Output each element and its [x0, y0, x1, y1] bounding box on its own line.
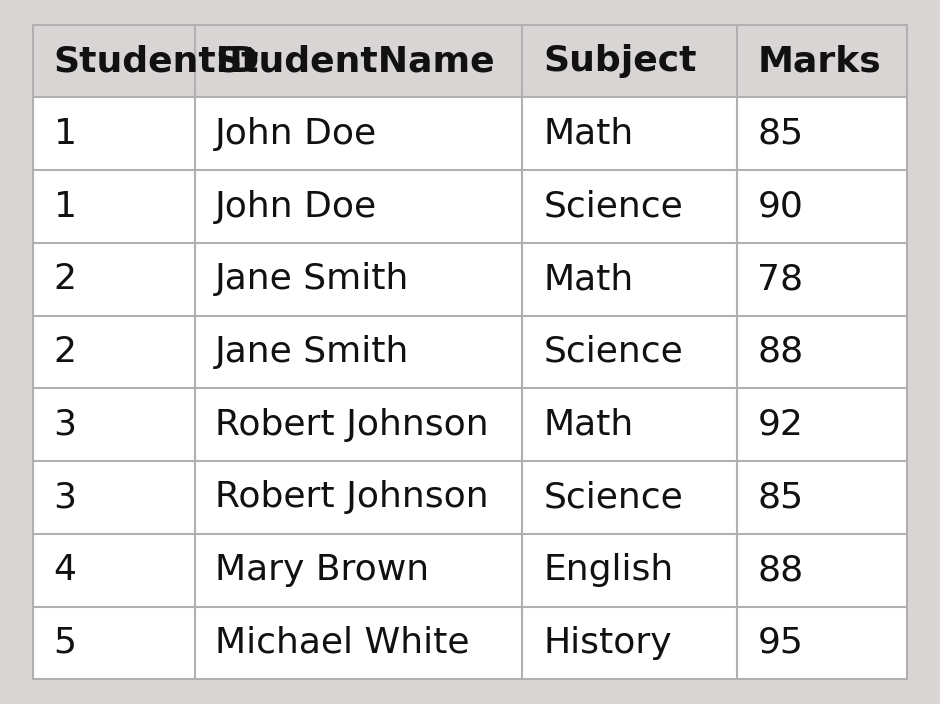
Text: Jane Smith: Jane Smith	[215, 263, 410, 296]
Bar	[523, 170, 737, 243]
Text: Michael White: Michael White	[215, 626, 470, 660]
Bar	[523, 534, 737, 607]
Bar	[737, 389, 907, 461]
Text: Math: Math	[543, 117, 634, 151]
Text: StudentID: StudentID	[54, 44, 259, 78]
Text: Mary Brown: Mary Brown	[215, 553, 430, 587]
Bar	[737, 243, 907, 315]
Bar	[195, 607, 523, 679]
Bar	[33, 97, 195, 170]
Bar	[195, 315, 523, 389]
Text: Subject: Subject	[543, 44, 697, 78]
Text: 3: 3	[54, 481, 76, 515]
Bar	[737, 315, 907, 389]
Bar	[523, 461, 737, 534]
Text: 2: 2	[54, 263, 76, 296]
Text: Marks: Marks	[758, 44, 881, 78]
Text: StudentName: StudentName	[215, 44, 495, 78]
Text: Science: Science	[543, 189, 682, 223]
Bar	[33, 243, 195, 315]
Text: Jane Smith: Jane Smith	[215, 335, 410, 369]
Text: 88: 88	[758, 335, 804, 369]
Text: Math: Math	[543, 263, 634, 296]
Text: 78: 78	[758, 263, 804, 296]
Text: 2: 2	[54, 335, 76, 369]
Bar	[523, 315, 737, 389]
Bar	[195, 243, 523, 315]
Bar	[33, 170, 195, 243]
Text: History: History	[543, 626, 672, 660]
Text: 1: 1	[54, 189, 76, 223]
Text: 95: 95	[758, 626, 803, 660]
Text: 92: 92	[758, 408, 803, 441]
Bar	[195, 97, 523, 170]
Bar	[523, 97, 737, 170]
Bar	[737, 170, 907, 243]
Text: Math: Math	[543, 408, 634, 441]
Bar	[33, 461, 195, 534]
Bar	[195, 534, 523, 607]
Bar	[33, 389, 195, 461]
Bar	[195, 389, 523, 461]
Bar	[33, 607, 195, 679]
Text: 85: 85	[758, 481, 804, 515]
Text: 4: 4	[54, 553, 76, 587]
Bar	[523, 243, 737, 315]
Text: 5: 5	[54, 626, 76, 660]
Text: Robert Johnson: Robert Johnson	[215, 481, 489, 515]
Bar	[737, 461, 907, 534]
Text: Science: Science	[543, 481, 682, 515]
Text: 3: 3	[54, 408, 76, 441]
Text: 88: 88	[758, 553, 804, 587]
Bar	[737, 607, 907, 679]
Text: John Doe: John Doe	[215, 189, 378, 223]
Bar	[737, 534, 907, 607]
Bar	[523, 25, 737, 97]
Bar	[737, 25, 907, 97]
Bar	[523, 607, 737, 679]
Bar	[195, 25, 523, 97]
Bar	[33, 315, 195, 389]
Text: 85: 85	[758, 117, 804, 151]
Bar	[737, 97, 907, 170]
Text: English: English	[543, 553, 673, 587]
Bar	[195, 170, 523, 243]
Text: 90: 90	[758, 189, 803, 223]
Text: John Doe: John Doe	[215, 117, 378, 151]
Bar	[195, 461, 523, 534]
Bar	[33, 25, 195, 97]
Text: Robert Johnson: Robert Johnson	[215, 408, 489, 441]
Text: Science: Science	[543, 335, 682, 369]
Text: 1: 1	[54, 117, 76, 151]
Bar	[33, 534, 195, 607]
Bar	[523, 389, 737, 461]
